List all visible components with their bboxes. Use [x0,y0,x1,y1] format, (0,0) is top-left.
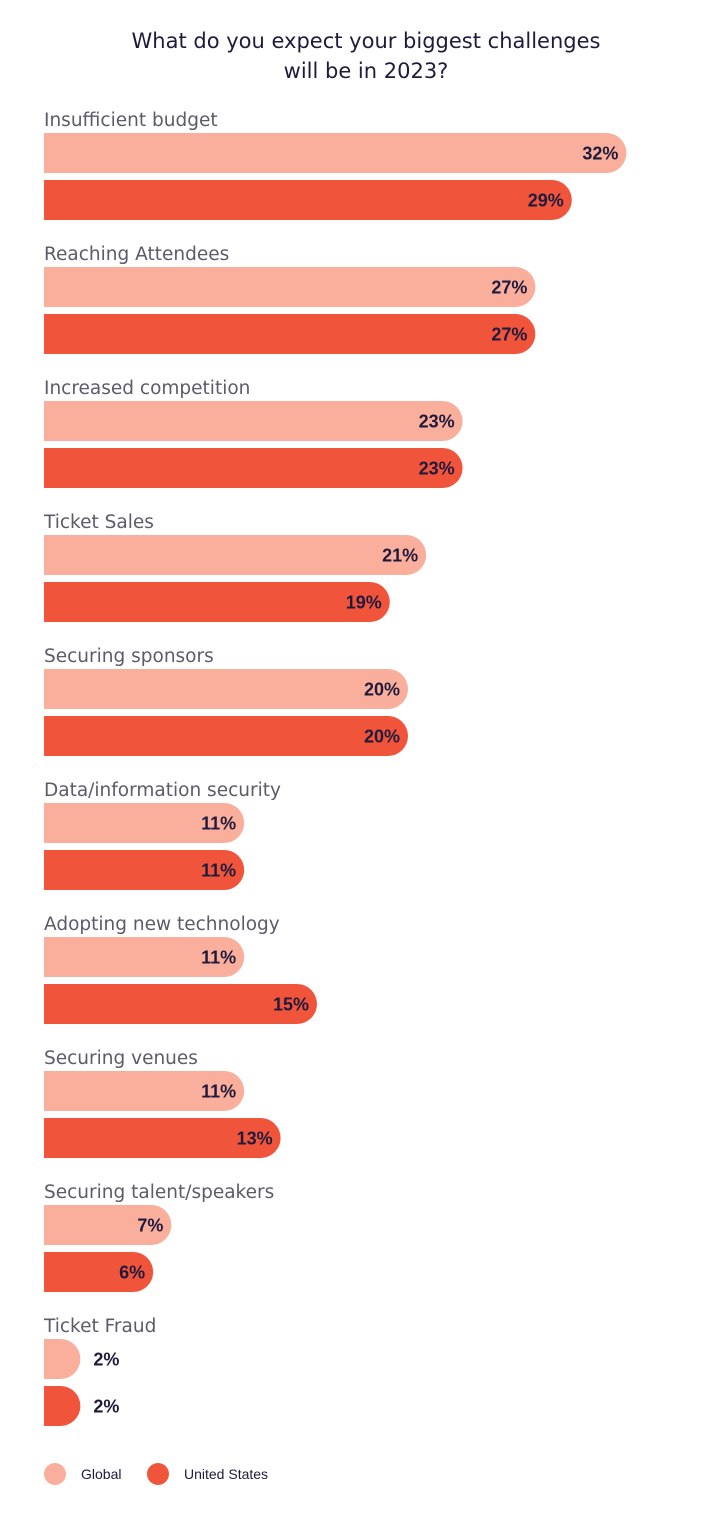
chart-title-line-2: will be in 2023? [284,59,449,83]
bar-global [44,267,536,307]
bar-united-states [44,1386,81,1426]
data-label: 15% [273,995,309,1015]
category-label: Data/information security [44,780,281,801]
data-label: 27% [491,278,527,298]
bar-global [44,535,427,575]
bar-united-states [44,1252,154,1292]
bar-global [44,803,245,843]
bar-global [44,401,463,441]
data-label: 11% [201,1082,236,1102]
data-label: 20% [364,727,400,747]
data-label: 32% [582,144,618,164]
data-label: 13% [237,1129,273,1149]
data-label: 2% [93,1350,119,1370]
legend-swatch-global [44,1463,66,1485]
data-label: 29% [528,191,564,211]
bar-global [44,133,627,173]
bars-group: Insufficient budget 32% 29% Reaching Attend… [43,110,627,1426]
bar-global [44,1071,245,1111]
data-label: 20% [364,680,400,700]
bar-united-states [44,314,536,354]
data-label: 23% [419,459,455,479]
data-label: 21% [382,546,418,566]
chart-title-line-1: What do you expect your biggest challeng… [132,29,601,53]
legend-swatch-united-states [147,1463,169,1485]
bar-global [44,937,245,977]
bar-united-states [44,180,572,220]
legend-label: United States [184,1466,268,1482]
category-label: Insufficient budget [44,110,218,131]
bar-united-states [44,582,390,622]
data-label: 11% [201,814,236,834]
data-label: 2% [93,1397,119,1417]
data-label: 27% [491,325,527,345]
category-label: Ticket Fraud [43,1316,156,1337]
category-label: Increased competition [44,378,250,399]
bar-united-states [44,850,245,890]
data-label: 11% [201,861,236,881]
category-label: Securing venues [44,1048,198,1069]
data-label: 11% [201,948,236,968]
bar-global [44,1339,81,1379]
category-label: Securing sponsors [44,646,214,667]
bar-global [44,1205,172,1245]
legend-label: Global [81,1466,121,1482]
bar-united-states [44,1118,281,1158]
category-label: Adopting new technology [44,914,280,935]
bar-united-states [44,448,463,488]
category-label: Ticket Sales [43,512,154,533]
data-label: 23% [419,412,455,432]
bar-united-states [44,984,317,1024]
category-label: Securing talent/speakers [44,1182,274,1203]
category-label: Reaching Attendees [44,244,229,265]
data-label: 19% [346,593,382,613]
data-label: 6% [119,1263,145,1283]
bar-united-states [44,716,408,756]
bar-global [44,669,408,709]
legend: Global United States [44,1463,268,1485]
data-label: 7% [137,1216,163,1236]
